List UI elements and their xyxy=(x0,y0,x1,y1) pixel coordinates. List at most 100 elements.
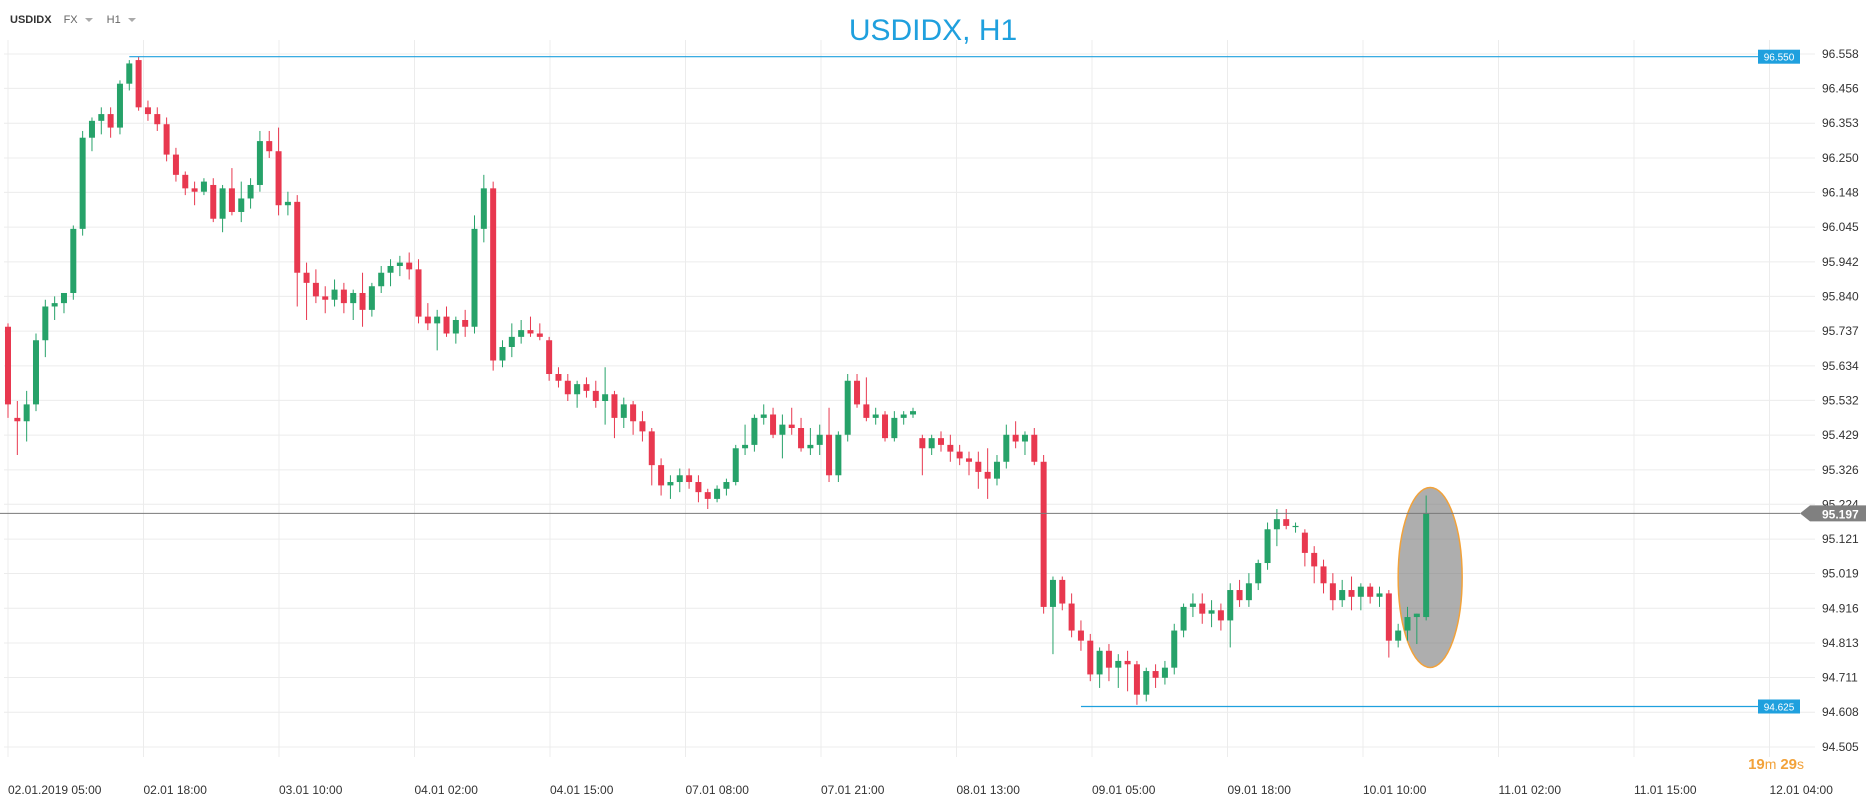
candle-body xyxy=(816,434,823,445)
candle-body xyxy=(975,461,982,472)
y-tick-label: 95.326 xyxy=(1822,463,1859,477)
candle-body xyxy=(42,306,49,341)
y-tick-label: 94.813 xyxy=(1822,636,1859,650)
candle-body xyxy=(443,316,450,334)
candle-body xyxy=(704,492,711,499)
candle-body xyxy=(546,340,553,375)
candle-body xyxy=(807,444,814,449)
candle-body xyxy=(79,137,86,229)
candle-body xyxy=(1245,583,1252,601)
candle-body xyxy=(396,262,403,266)
y-tick-label: 96.353 xyxy=(1822,116,1859,130)
candle-body xyxy=(984,471,991,479)
candle-body xyxy=(163,124,170,155)
countdown-seconds: 29 xyxy=(1780,756,1797,773)
countdown-minutes: 19 xyxy=(1748,756,1765,773)
x-tick-label: 03.01 10:00 xyxy=(279,783,343,797)
candle-body xyxy=(518,330,525,337)
high-level-label: 96.550 xyxy=(1764,53,1795,64)
candle-body xyxy=(32,340,39,405)
candle-body xyxy=(611,394,618,418)
candle-body xyxy=(1087,640,1094,675)
candle-body xyxy=(602,394,609,402)
candle-body xyxy=(583,384,590,391)
candle-body xyxy=(1096,650,1103,675)
candle-body xyxy=(854,380,861,405)
candle-body xyxy=(639,421,646,432)
candle-body xyxy=(1171,630,1178,668)
candle-body xyxy=(1320,566,1327,584)
candle-body xyxy=(1003,434,1010,462)
candle-body xyxy=(471,228,478,327)
candle-body xyxy=(1105,650,1112,668)
candle-body xyxy=(135,60,142,108)
candle-body xyxy=(116,83,123,128)
candle-body xyxy=(14,417,21,422)
candle-body xyxy=(284,201,291,206)
candle-body xyxy=(331,289,338,300)
candle-body xyxy=(70,228,77,293)
candle-body xyxy=(956,451,963,459)
candle-body xyxy=(219,188,226,219)
market-dropdown[interactable]: FX xyxy=(64,14,93,26)
candle-body xyxy=(126,63,133,84)
candle-body xyxy=(676,475,683,483)
x-tick-label: 08.01 13:00 xyxy=(957,783,1021,797)
candle-body xyxy=(751,417,758,445)
candle-body xyxy=(462,319,469,327)
chart-title: USDIDX, H1 xyxy=(848,14,1018,47)
candle-body xyxy=(1301,532,1308,553)
candle-body xyxy=(1236,590,1243,601)
candle-body xyxy=(798,428,805,449)
candle-body xyxy=(1031,434,1038,462)
y-tick-label: 95.019 xyxy=(1822,566,1859,580)
candle-body xyxy=(275,151,282,206)
candle-body xyxy=(228,188,235,212)
candle-body xyxy=(1199,603,1206,614)
candle-body xyxy=(312,282,319,297)
candle-body xyxy=(742,444,749,449)
candle-body xyxy=(900,414,907,418)
candle-body xyxy=(1329,583,1336,601)
x-tick-label: 07.01 21:00 xyxy=(821,783,885,797)
candle-body xyxy=(350,292,357,304)
candle-body xyxy=(415,269,422,317)
candle-body xyxy=(266,141,273,152)
toolbar: USDIDX FX H1 xyxy=(10,10,150,30)
candle-body xyxy=(1049,579,1056,607)
y-tick-label: 95.942 xyxy=(1822,255,1859,269)
timeframe-dropdown[interactable]: H1 xyxy=(107,14,136,26)
candle-body xyxy=(872,414,879,418)
y-tick-label: 94.916 xyxy=(1822,601,1859,615)
candle-body xyxy=(760,414,767,418)
candle-body xyxy=(1040,461,1047,607)
candle-body xyxy=(844,380,851,435)
candle-body xyxy=(592,390,599,402)
candle-body xyxy=(1180,606,1187,631)
high-level-tag xyxy=(1758,49,1800,64)
candle-body xyxy=(406,262,413,270)
candle-body xyxy=(499,346,506,361)
candle-body xyxy=(779,424,786,435)
candle-body xyxy=(322,296,329,300)
y-tick-label: 96.456 xyxy=(1822,81,1859,95)
y-tick-label: 95.634 xyxy=(1822,359,1859,373)
symbol-label[interactable]: USDIDX xyxy=(10,14,52,26)
candle-body xyxy=(835,434,842,476)
candle-body xyxy=(667,482,674,486)
candle-body xyxy=(686,475,693,483)
candle-body xyxy=(965,458,972,462)
candle-body xyxy=(182,174,189,189)
y-tick-label: 95.429 xyxy=(1822,428,1859,442)
x-tick-label: 10.01 10:00 xyxy=(1363,783,1427,797)
candle-body xyxy=(1068,603,1075,631)
candle-body xyxy=(527,330,534,334)
x-tick-label: 04.01 02:00 xyxy=(415,783,479,797)
candle-body xyxy=(1273,519,1280,530)
candle-body xyxy=(555,374,562,381)
candle-body xyxy=(1077,630,1084,641)
candle-body xyxy=(1143,671,1150,695)
candle-body xyxy=(928,438,935,449)
candle-body xyxy=(1311,552,1318,567)
